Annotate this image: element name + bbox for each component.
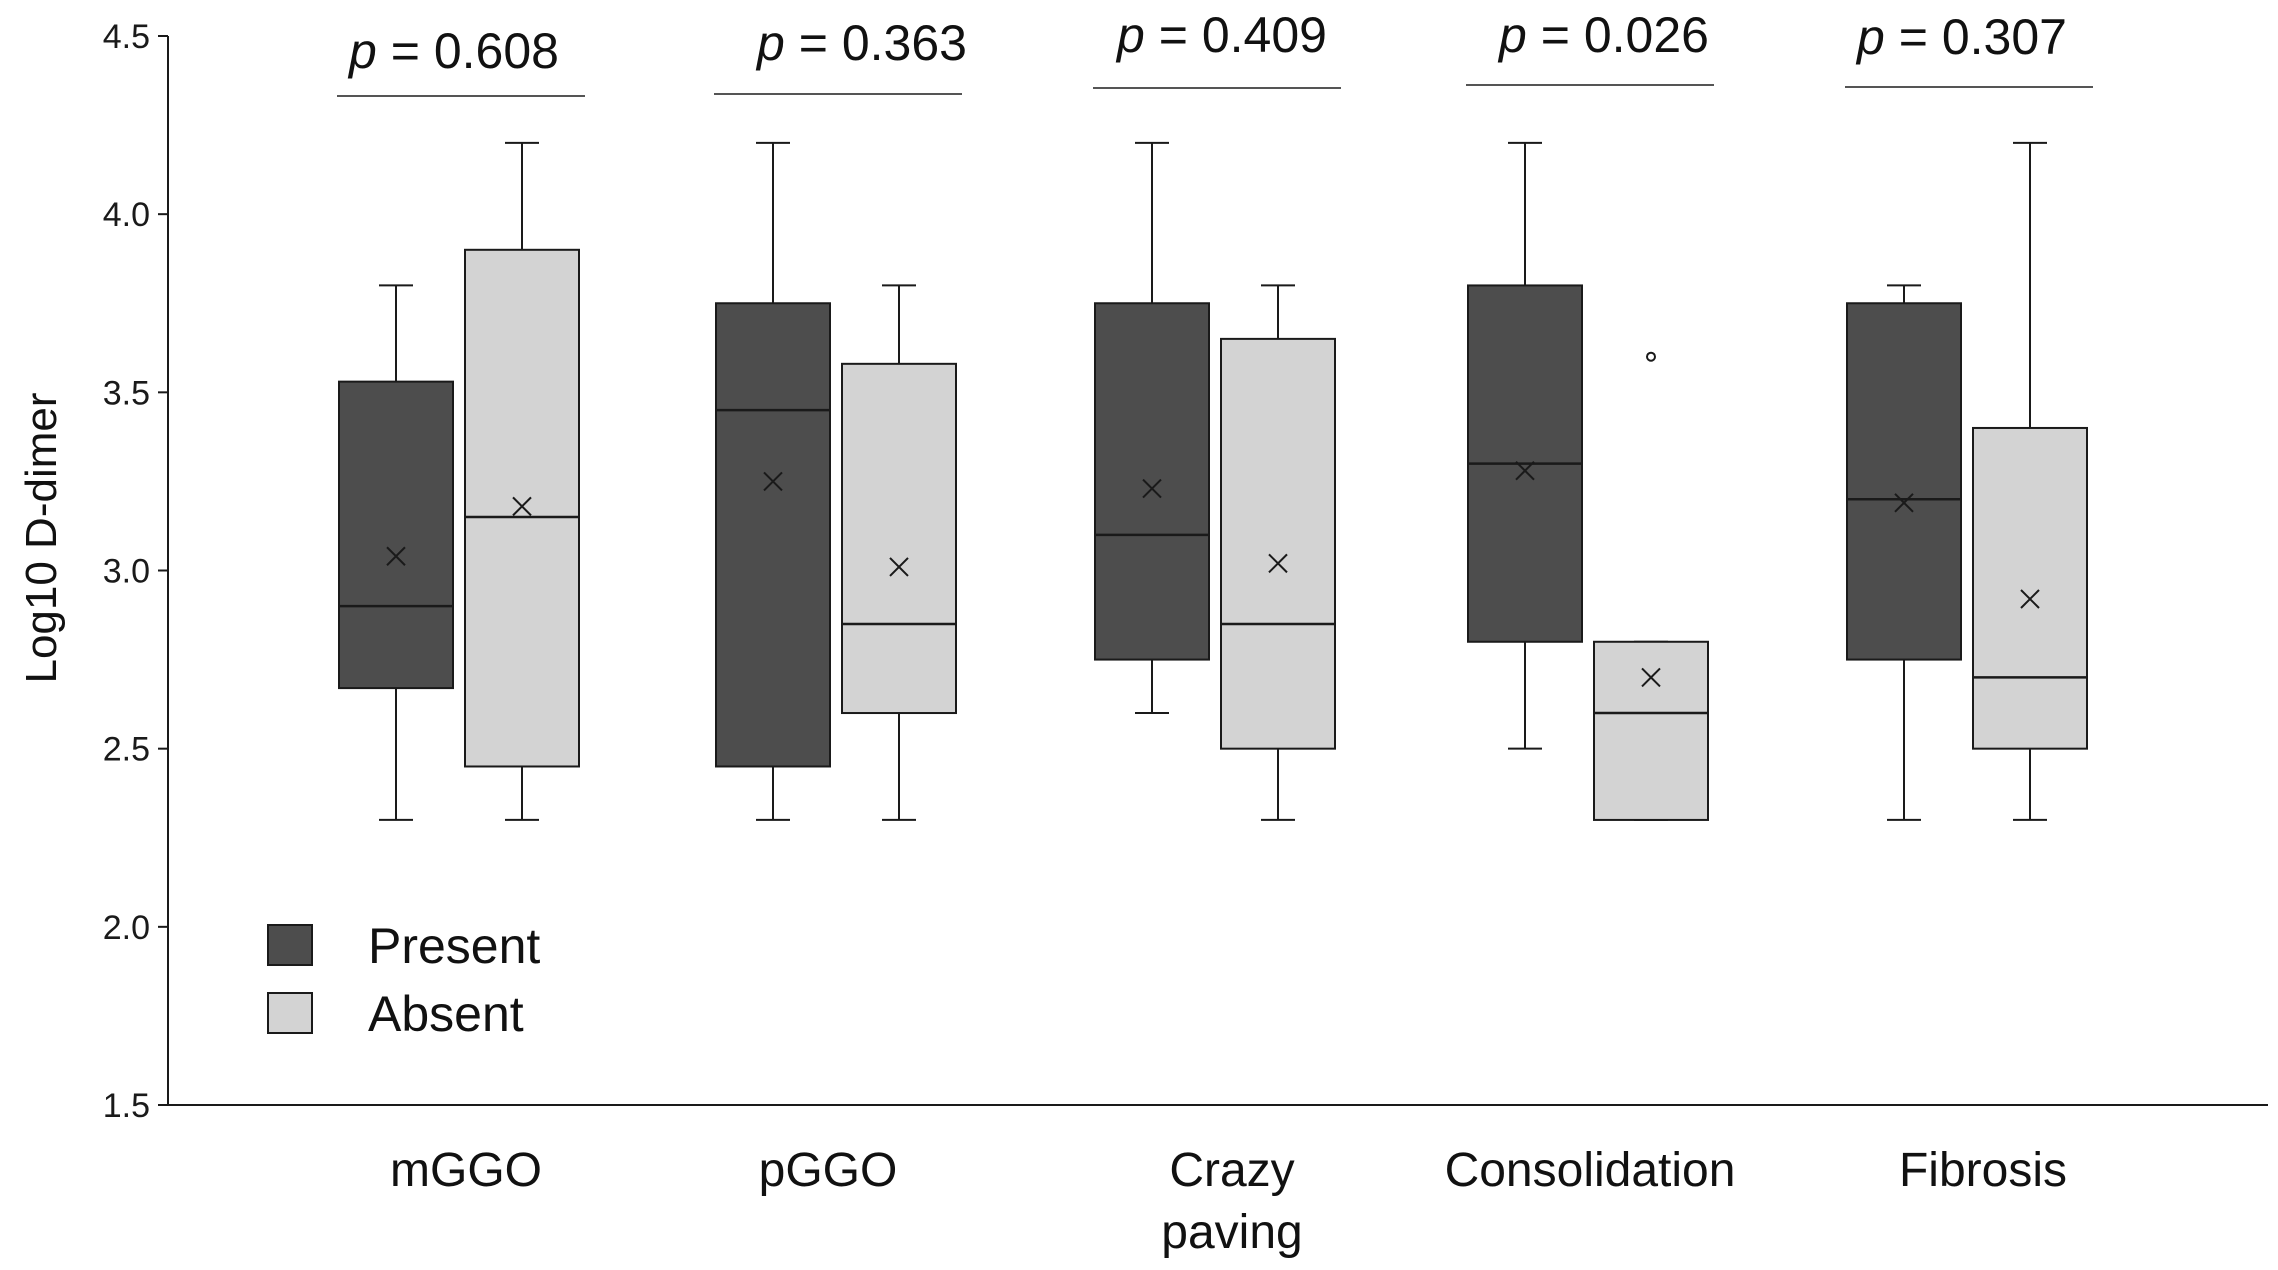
box-iqr [1593,640,1709,821]
mean-marker-stroke [1515,461,1535,481]
p-value-label: p = 0.307 [1855,9,2067,65]
category-group: Fibrosis [1846,141,2088,1197]
y-tick-label: 3.5 [103,374,150,412]
box-iqr [1094,302,1210,661]
category-label-line: pGGO [759,1144,898,1197]
mean-marker [1894,493,1914,513]
mean-marker [889,557,909,577]
box-iqr [1972,426,2088,750]
p-value-annotation: p = 0.363 [714,15,967,95]
mean-marker-stroke [1894,493,1914,513]
category-group: mGGO [338,141,580,1197]
mean-marker-stroke [1142,478,1162,499]
y-tick-label: 2.0 [103,909,150,947]
outlier-point [1646,351,1656,362]
box-absent [1220,284,1336,821]
p-value-symbol: p [1855,9,1885,65]
p-value-label: p = 0.608 [347,23,559,79]
mean-marker [512,496,532,517]
box-iqr [715,302,831,768]
category-group: Consolidation [1445,141,1736,1197]
mean-marker [1515,461,1535,481]
mean-marker-stroke [889,557,909,577]
box-absent [1593,351,1709,821]
mean-marker [2020,589,2040,609]
mean-marker [763,471,783,492]
mean-marker-stroke [386,546,406,566]
box-absent [1972,141,2088,821]
box-iqr [338,380,454,690]
mean-marker [386,546,406,566]
category-label-line: Consolidation [1445,1144,1736,1197]
box-absent [464,141,580,821]
y-tick-label: 4.5 [103,18,150,56]
legend-label-present: Present [368,918,540,974]
p-value-annotation: p = 0.409 [1093,7,1341,89]
category-label-line: Fibrosis [1899,1144,2067,1197]
legend-swatch-absent [267,992,313,1034]
category-label: pGGO [759,1144,898,1197]
mean-marker-stroke [1268,553,1288,574]
p-value-number: = 0.026 [1527,7,1709,63]
p-value-number: = 0.608 [377,23,559,79]
legend: Present Absent [267,918,540,1042]
mean-marker-stroke [2020,589,2040,609]
category-label: Fibrosis [1899,1144,2067,1197]
box-groups: mGGO pGGO Crazy paving Consolidation Fibrosis [338,141,2088,1259]
p-value-annotation: p = 0.026 [1466,7,1714,86]
p-value-label: p = 0.363 [755,15,967,71]
category-label: Consolidation [1445,1144,1736,1197]
mean-marker [1641,667,1661,688]
y-tick-label: 3.0 [103,553,150,591]
box-present [715,141,831,821]
category-label: mGGO [390,1144,542,1197]
mean-marker-stroke [763,471,783,492]
y-tick-label: 4.0 [103,196,150,234]
box-present [1846,284,1962,821]
box-iqr [841,362,957,715]
legend-label-absent: Absent [368,986,524,1042]
p-value-number: = 0.363 [785,15,967,71]
category-group: pGGO [715,141,957,1197]
category-label-line: paving [1161,1206,1302,1259]
box-present [1094,141,1210,715]
legend-swatch-present [267,924,313,966]
axes: 1.5 2.0 2.5 3.0 3.5 4.0 4.5 [103,18,2268,1125]
mean-marker-stroke [1641,667,1661,688]
y-axis-label: Log10 D-dimer [17,392,66,683]
y-tick-label: 2.5 [103,731,150,769]
category-label: Crazy paving [1161,1144,1302,1259]
mean-marker [1142,478,1162,499]
p-value-number: = 0.409 [1145,7,1327,63]
box-present [338,284,454,821]
p-value-symbol: p [1115,7,1145,63]
p-value-symbol: p [1497,7,1527,63]
mean-marker [1268,553,1288,574]
p-value-symbol: p [755,15,785,71]
p-value-label: p = 0.026 [1497,7,1709,63]
box-present [1467,141,1583,750]
p-value-annotation: p = 0.307 [1845,9,2093,88]
box-absent [841,284,957,821]
p-value-label: p = 0.409 [1115,7,1327,63]
p-value-annotation: p = 0.608 [337,23,585,97]
mean-marker-stroke [512,496,532,517]
box-iqr [464,248,580,768]
box-iqr [1220,337,1336,750]
category-group: Crazy paving [1094,141,1336,1259]
p-value-number: = 0.307 [1885,9,2067,65]
category-label-line: mGGO [390,1144,542,1197]
box-iqr [1846,302,1962,661]
category-label-line: Crazy [1169,1144,1294,1197]
p-value-symbol: p [347,23,377,79]
p-value-annotations: p = 0.608 p = 0.363 p = 0.409 p = 0.026 p = … [337,7,2093,97]
y-tick-label: 1.5 [103,1087,150,1125]
